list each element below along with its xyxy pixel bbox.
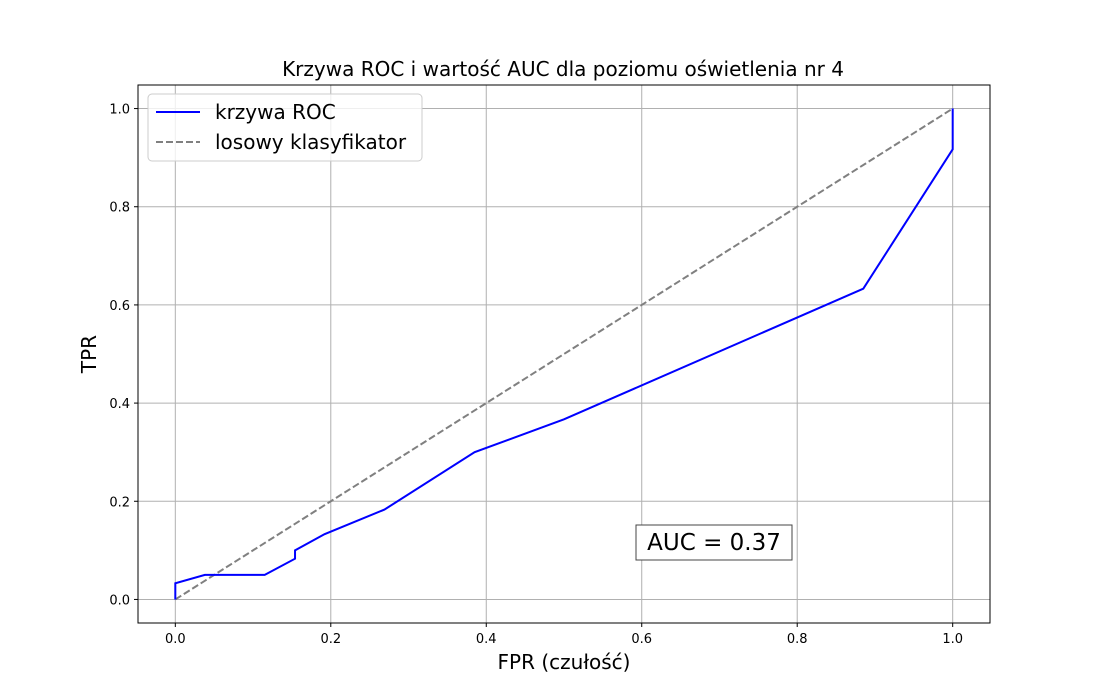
- y-tick-label: 0.4: [109, 397, 130, 412]
- auc-box: [635, 524, 793, 561]
- x-tick-label: 0.4: [476, 632, 497, 647]
- y-tick-label: 0.0: [109, 593, 130, 608]
- x-tick-label: 0.8: [787, 632, 808, 647]
- axis-ticks: 0.0 0.2 0.4 0.6 0.8 1.0 0.0 0.2 0.4 0.6 0.8 1.0: [109, 103, 963, 647]
- y-tick-label: 0.8: [109, 201, 130, 216]
- auc-annotation: AUC = 0.37: [635, 524, 793, 561]
- y-tick-label: 1.0: [109, 103, 130, 118]
- x-tick-label: 0.0: [165, 632, 186, 647]
- axes-frame: [137, 84, 991, 624]
- auc-value-text: AUC = 0.37: [647, 530, 781, 556]
- y-tick-label: 0.2: [109, 495, 130, 510]
- legend-box: [147, 93, 423, 162]
- legend-label-roc: krzywa ROC: [215, 100, 336, 124]
- chart-title: Krzywa ROC i wartość AUC dla poziomu ośw…: [282, 57, 844, 81]
- grid-lines: [138, 85, 990, 623]
- series-lines: [174, 107, 954, 601]
- x-axis-label: FPR (czułość): [498, 650, 631, 674]
- y-axis-label: TPR: [77, 335, 101, 374]
- roc-curve-line: [174, 108, 954, 600]
- x-tick-label: 0.6: [631, 632, 652, 647]
- legend-label-random: losowy klasyfikator: [215, 130, 407, 154]
- legend: krzywa ROC losowy klasyfikator: [147, 93, 423, 162]
- random-classifier-line: [174, 107, 954, 601]
- x-tick-label: 1.0: [942, 632, 963, 647]
- y-tick-label: 0.6: [109, 299, 130, 314]
- x-tick-label: 0.2: [320, 632, 341, 647]
